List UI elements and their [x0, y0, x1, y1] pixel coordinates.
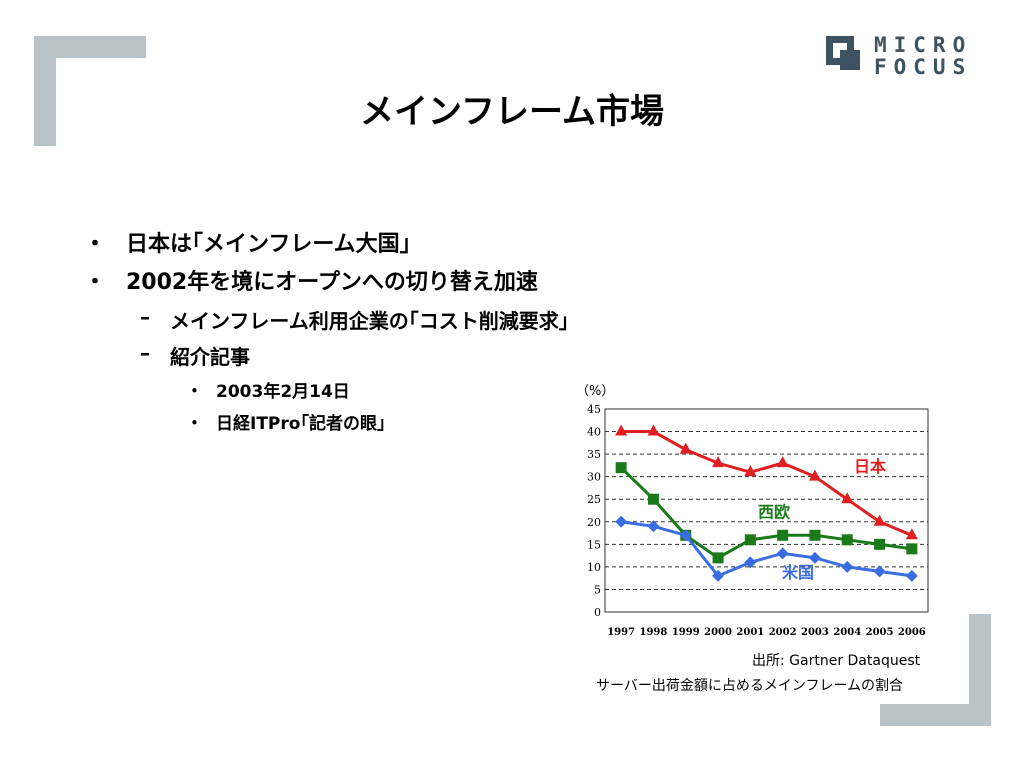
y-tick-label: 20: [587, 516, 601, 529]
data-point: [873, 514, 886, 526]
series-line: [620, 466, 913, 560]
y-tick-label: 25: [587, 493, 601, 506]
x-tick-label: 2000: [704, 627, 732, 638]
sub-bullet-item: 紹介記事: [170, 345, 250, 369]
x-tick-label: 2004: [833, 627, 861, 638]
y-tick-label: 10: [587, 561, 601, 574]
data-point: [776, 547, 789, 560]
data-point: [841, 560, 854, 573]
data-point: [647, 493, 659, 505]
y-axis-label: （%）: [576, 384, 614, 399]
chart-source-caption: 出所: Gartner Dataquest: [752, 653, 921, 669]
page-title: メインフレーム市場: [360, 92, 664, 132]
sub-bullet-item: メインフレーム利用企業の｢コスト削減要求｣: [170, 309, 569, 333]
y-tick-label: 5: [594, 583, 601, 596]
mainframe-share-line-chart: 0 5 10 15 20 25 30 35 40 45 （%） 1997 1998 1999 2000 200…: [576, 384, 929, 638]
bullet-item: 日本は｢メインフレーム大国｣: [126, 232, 411, 257]
series-line: [620, 520, 913, 578]
series-label: 西欧: [758, 502, 790, 521]
data-point: [712, 456, 725, 468]
x-tick-label: 2002: [769, 627, 797, 638]
data-point: [905, 569, 918, 582]
data-point: [808, 469, 821, 481]
chart-description-caption: サーバー出荷金額に占めるメインフレームの割合: [596, 678, 904, 694]
bullet-marker: ・: [84, 232, 107, 257]
series-label: 米国: [782, 563, 814, 582]
data-point: [615, 462, 627, 474]
x-tick-label: 2005: [866, 627, 894, 638]
data-point: [874, 538, 886, 550]
data-point: [744, 556, 757, 569]
data-point: [615, 515, 628, 528]
data-point: [647, 520, 660, 533]
data-point: [905, 528, 918, 540]
series-label: 日本: [854, 457, 886, 476]
y-tick-label: 45: [587, 403, 601, 416]
bullet-item: 2002年を境にオープンへの切り替え加速: [126, 270, 538, 295]
y-tick-label: 15: [587, 538, 601, 551]
logo-text-line2: FOCUS: [874, 55, 973, 79]
data-point: [679, 529, 692, 542]
x-tick-label: 1998: [640, 627, 668, 638]
corner-bracket-bottom-right: [969, 614, 991, 726]
data-point: [777, 529, 789, 541]
data-point: [744, 465, 757, 477]
data-point: [808, 551, 821, 564]
sub-sub-bullet-marker: ・: [186, 382, 203, 402]
data-point: [712, 552, 724, 564]
data-point: [809, 529, 821, 541]
data-point: [712, 569, 725, 582]
data-point: [873, 565, 886, 578]
sub-bullet-marker: –: [140, 341, 150, 365]
logo-text-line1: MICRO: [874, 33, 973, 57]
y-tick-label: 0: [594, 606, 601, 619]
company-logo: MICRO FOCUS: [826, 33, 994, 79]
x-tick-label: 2006: [898, 627, 926, 638]
y-tick-label: 30: [587, 471, 601, 484]
logo-mark-icon: [826, 36, 860, 70]
plot-area: [604, 408, 929, 613]
data-point: [906, 543, 918, 555]
data-point: [647, 424, 660, 436]
sub-bullet-marker: –: [140, 305, 150, 329]
y-tick-label: 35: [587, 448, 601, 461]
data-point: [744, 534, 756, 546]
x-tick-label: 1997: [607, 627, 635, 638]
data-point: [776, 456, 789, 468]
y-tick-label: 40: [587, 426, 601, 439]
data-point: [841, 492, 854, 504]
series-line: [621, 430, 913, 537]
sub-sub-bullet-item: 日経ITPro｢記者の眼｣: [216, 414, 386, 434]
corner-bracket-bottom-right: [880, 704, 991, 726]
data-point: [679, 442, 692, 454]
sub-sub-bullet-marker: ・: [186, 414, 203, 434]
corner-bracket-top-left: [34, 36, 146, 58]
x-tick-label: 1999: [672, 627, 700, 638]
data-point: [841, 534, 853, 546]
corner-bracket-top-left: [34, 36, 56, 146]
x-tick-label: 2001: [736, 627, 764, 638]
x-tick-label: 2003: [801, 627, 829, 638]
data-point: [615, 424, 628, 436]
sub-sub-bullet-item: 2003年2月14日: [216, 382, 350, 402]
bullet-marker: ・: [84, 270, 107, 295]
